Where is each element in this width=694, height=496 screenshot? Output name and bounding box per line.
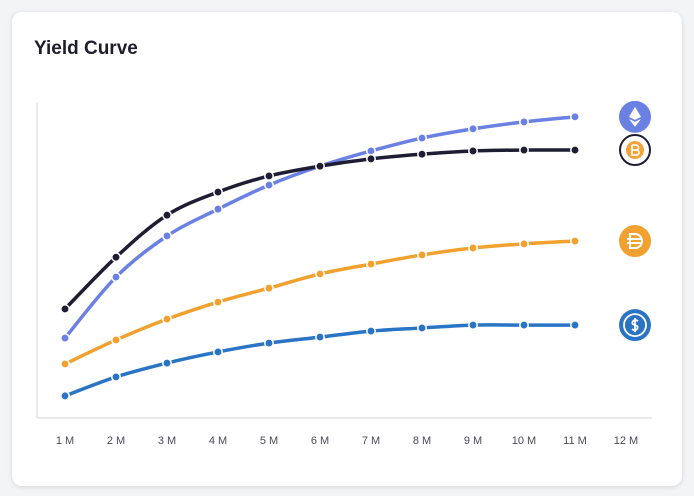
data-point — [468, 123, 478, 134]
data-point — [213, 187, 223, 198]
data-point — [264, 170, 274, 181]
data-point — [417, 133, 427, 143]
data-point — [366, 326, 376, 337]
x-tick-label: 7 M — [362, 435, 380, 447]
data-point — [111, 371, 121, 382]
chart-title: Yield Curve — [34, 38, 138, 59]
data-point — [162, 358, 172, 368]
data-point — [570, 236, 580, 246]
data-point — [213, 347, 223, 357]
x-tick-label: 9 M — [464, 435, 482, 447]
data-point — [264, 283, 274, 294]
data-point — [468, 146, 478, 156]
icon-bg — [619, 225, 651, 258]
x-tick-label: 2 M — [107, 435, 125, 447]
x-tick-label: 12 M — [614, 435, 638, 447]
data-point — [213, 297, 223, 307]
data-point — [417, 149, 427, 160]
x-tick-label: 6 M — [311, 435, 329, 447]
icon-glyph — [631, 144, 640, 156]
data-point — [162, 210, 172, 221]
x-tick-label: 10 M — [512, 435, 536, 447]
data-point — [60, 359, 70, 369]
data-point — [366, 259, 376, 270]
data-point — [570, 111, 580, 122]
data-point — [519, 145, 529, 155]
data-point — [315, 268, 325, 279]
data-point — [315, 332, 325, 343]
series-icon — [619, 134, 651, 167]
x-tick-label: 5 M — [260, 435, 278, 447]
icon-ring — [623, 313, 647, 337]
data-point — [111, 252, 121, 263]
data-point — [468, 243, 478, 253]
data-point — [417, 322, 427, 333]
data-point — [111, 334, 121, 345]
x-tick-label: 4 M — [209, 435, 227, 447]
data-point — [162, 231, 172, 241]
data-point — [213, 204, 223, 215]
data-point — [519, 320, 529, 331]
data-point — [60, 390, 70, 401]
icon-glyph — [627, 233, 643, 250]
series-icon — [619, 225, 651, 258]
data-point — [366, 146, 376, 156]
data-point — [468, 320, 478, 331]
data-point — [519, 116, 529, 127]
data-point — [264, 338, 274, 349]
x-tick-label: 3 M — [158, 435, 176, 447]
data-point — [60, 333, 70, 344]
data-point — [570, 145, 580, 155]
icon-glyph — [629, 118, 641, 127]
data-point — [315, 161, 325, 172]
series-icon — [619, 100, 651, 133]
data-point — [366, 153, 376, 164]
icon-glyph — [631, 318, 639, 333]
x-tick-label: 11 M — [563, 435, 587, 447]
series-line — [63, 239, 577, 366]
data-point — [264, 180, 274, 191]
data-point — [519, 238, 529, 249]
x-tick-label: 1 M — [56, 435, 74, 447]
data-point — [570, 320, 580, 331]
data-point — [417, 249, 427, 260]
series-line — [63, 148, 577, 311]
series-icon — [619, 309, 651, 342]
data-point — [60, 304, 70, 314]
icon-glyph — [629, 106, 641, 120]
data-point — [111, 272, 121, 283]
x-tick-label: 8 M — [413, 435, 431, 447]
data-point — [162, 314, 172, 325]
